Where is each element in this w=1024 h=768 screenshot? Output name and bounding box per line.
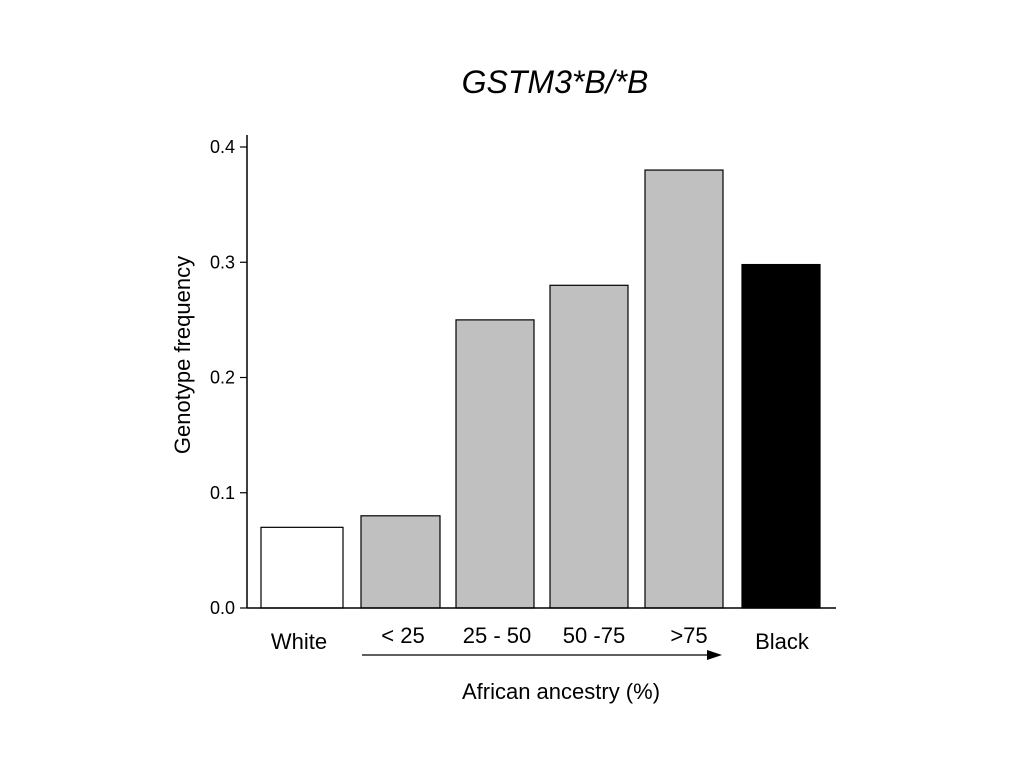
bar-3 <box>549 284 629 609</box>
x-axis-label: African ancestry (%) <box>462 679 660 704</box>
bar-4 <box>644 169 724 609</box>
category-label-3: 50 -75 <box>563 623 625 648</box>
chart-title: GSTM3*B/*B <box>462 64 649 100</box>
y-tick-label-1: 0.1 <box>210 483 235 503</box>
y-tick-label-3: 0.3 <box>210 252 235 272</box>
category-label-2: 25 - 50 <box>463 623 532 648</box>
bar-0 <box>260 526 344 609</box>
category-label-1: < 25 <box>381 623 424 648</box>
y-axis-label: Genotype frequency <box>170 256 195 454</box>
category-label-0: White <box>271 629 327 654</box>
bar-5 <box>741 263 821 609</box>
bar-2 <box>455 319 535 609</box>
category-label-4: >75 <box>670 623 707 648</box>
y-tick-label-4: 0.4 <box>210 137 235 157</box>
category-label-5: Black <box>755 629 810 654</box>
ancestry-arrow-head <box>707 650 722 660</box>
y-tick-label-2: 0.2 <box>210 368 235 388</box>
bar-1 <box>360 515 441 609</box>
y-tick-label-0: 0.0 <box>210 598 235 618</box>
